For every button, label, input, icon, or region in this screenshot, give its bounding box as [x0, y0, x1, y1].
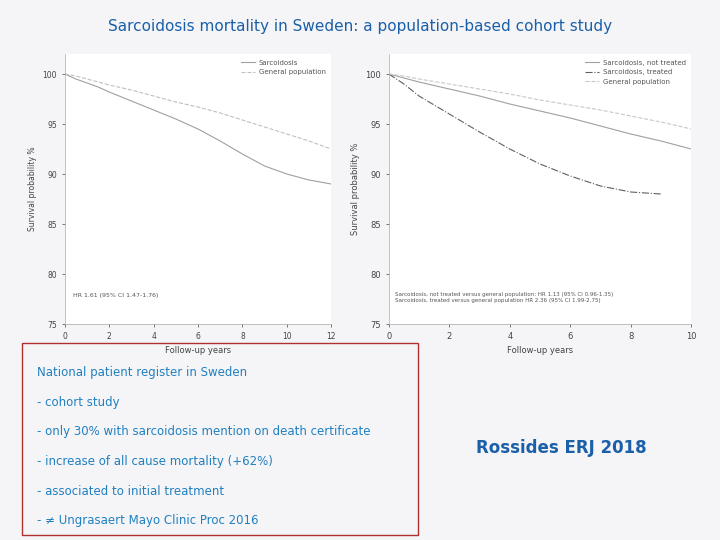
General population: [596, 107, 605, 113]
Text: - associated to initial treatment: - associated to initial treatment: [37, 485, 225, 498]
Y-axis label: Survival probability %: Survival probability %: [28, 147, 37, 231]
Y-axis label: Survival probability %: Survival probability %: [351, 143, 360, 235]
X-axis label: Follow-up years: Follow-up years: [507, 346, 573, 355]
Sarcoidosis, treated: [400, 81, 408, 87]
Sarcoidosis, not treated: [626, 131, 635, 137]
Line: Sarcoidosis: Sarcoidosis: [65, 74, 331, 184]
Sarcoidosis: [216, 138, 225, 144]
General population: [216, 110, 225, 116]
General population: [60, 71, 69, 77]
General population: [261, 124, 269, 130]
Text: HR 1.61 (95% CI 1.47-1.76): HR 1.61 (95% CI 1.47-1.76): [73, 293, 158, 298]
General population: [194, 104, 202, 110]
Legend: Sarcoidosis, General population: Sarcoidosis, General population: [239, 57, 328, 77]
General population: [127, 87, 135, 93]
Sarcoidosis, not treated: [400, 75, 408, 81]
Sarcoidosis, not treated: [415, 79, 423, 85]
Sarcoidosis, treated: [626, 189, 635, 195]
Sarcoidosis, not treated: [596, 123, 605, 129]
Text: Sarcoidosis mortality in Sweden: a population-based cohort study: Sarcoidosis mortality in Sweden: a popul…: [108, 19, 612, 34]
Sarcoidosis: [60, 71, 69, 77]
Sarcoidosis, treated: [415, 93, 423, 99]
Line: General population: General population: [65, 74, 331, 149]
Sarcoidosis, not treated: [566, 115, 575, 122]
Sarcoidosis, treated: [384, 71, 393, 77]
General population: [445, 81, 454, 87]
Text: Rossides ERJ 2018: Rossides ERJ 2018: [477, 439, 647, 457]
General population: [171, 99, 180, 105]
Sarcoidosis, treated: [596, 183, 605, 189]
Line: Sarcoidosis, not treated: Sarcoidosis, not treated: [389, 74, 691, 149]
Sarcoidosis, not treated: [687, 146, 696, 152]
Sarcoidosis, treated: [536, 161, 544, 167]
General population: [566, 102, 575, 108]
General population: [657, 119, 665, 125]
Sarcoidosis, treated: [445, 111, 454, 117]
Sarcoidosis, not treated: [445, 86, 454, 92]
Sarcoidosis, treated: [475, 129, 484, 135]
General population: [327, 146, 336, 152]
General population: [475, 86, 484, 92]
Sarcoidosis: [194, 126, 202, 132]
Sarcoidosis: [238, 151, 247, 157]
Sarcoidosis: [71, 76, 80, 82]
Sarcoidosis, not treated: [475, 93, 484, 99]
Sarcoidosis, not treated: [384, 71, 393, 77]
Sarcoidosis, not treated: [505, 101, 514, 107]
General population: [83, 76, 91, 82]
General population: [94, 79, 102, 85]
General population: [384, 71, 393, 77]
Text: - increase of all cause mortality (+62%): - increase of all cause mortality (+62%): [37, 455, 274, 468]
Sarcoidosis: [261, 163, 269, 169]
Sarcoidosis: [105, 89, 114, 95]
Sarcoidosis: [327, 181, 336, 187]
General population: [149, 93, 158, 99]
Text: - cohort study: - cohort study: [37, 396, 120, 409]
Sarcoidosis: [149, 107, 158, 113]
Sarcoidosis: [83, 80, 91, 86]
Sarcoidosis, not treated: [536, 108, 544, 114]
Sarcoidosis: [282, 171, 291, 177]
General population: [536, 97, 544, 103]
General population: [415, 76, 423, 82]
General population: [305, 138, 313, 144]
Text: National patient register in Sweden: National patient register in Sweden: [37, 366, 248, 379]
General population: [626, 113, 635, 119]
Sarcoidosis: [171, 116, 180, 122]
General population: [687, 126, 696, 132]
Sarcoidosis: [94, 84, 102, 90]
General population: [238, 117, 247, 123]
Sarcoidosis, not treated: [657, 138, 665, 144]
Legend: Sarcoidosis, not treated, Sarcoidosis, treated, General population: Sarcoidosis, not treated, Sarcoidosis, t…: [583, 57, 688, 86]
General population: [282, 131, 291, 137]
Text: - ≠ Ungrasaert Mayo Clinic Proc 2016: - ≠ Ungrasaert Mayo Clinic Proc 2016: [37, 515, 259, 528]
General population: [505, 91, 514, 97]
Line: General population: General population: [389, 74, 691, 129]
Line: Sarcoidosis, treated: Sarcoidosis, treated: [389, 74, 661, 194]
General population: [71, 73, 80, 79]
X-axis label: Follow-up years: Follow-up years: [165, 346, 231, 355]
Sarcoidosis, treated: [566, 173, 575, 179]
Sarcoidosis: [127, 98, 135, 104]
General population: [400, 73, 408, 79]
Sarcoidosis, treated: [657, 191, 665, 197]
Sarcoidosis: [305, 177, 313, 183]
Text: - only 30% with sarcoidosis mention on death certificate: - only 30% with sarcoidosis mention on d…: [37, 426, 371, 438]
Sarcoidosis, treated: [505, 146, 514, 152]
Text: Sarcoidosis, not treated versus general population: HR 1.13 (95% CI 0.96-1.35)
S: Sarcoidosis, not treated versus general …: [395, 292, 613, 303]
General population: [105, 82, 114, 88]
